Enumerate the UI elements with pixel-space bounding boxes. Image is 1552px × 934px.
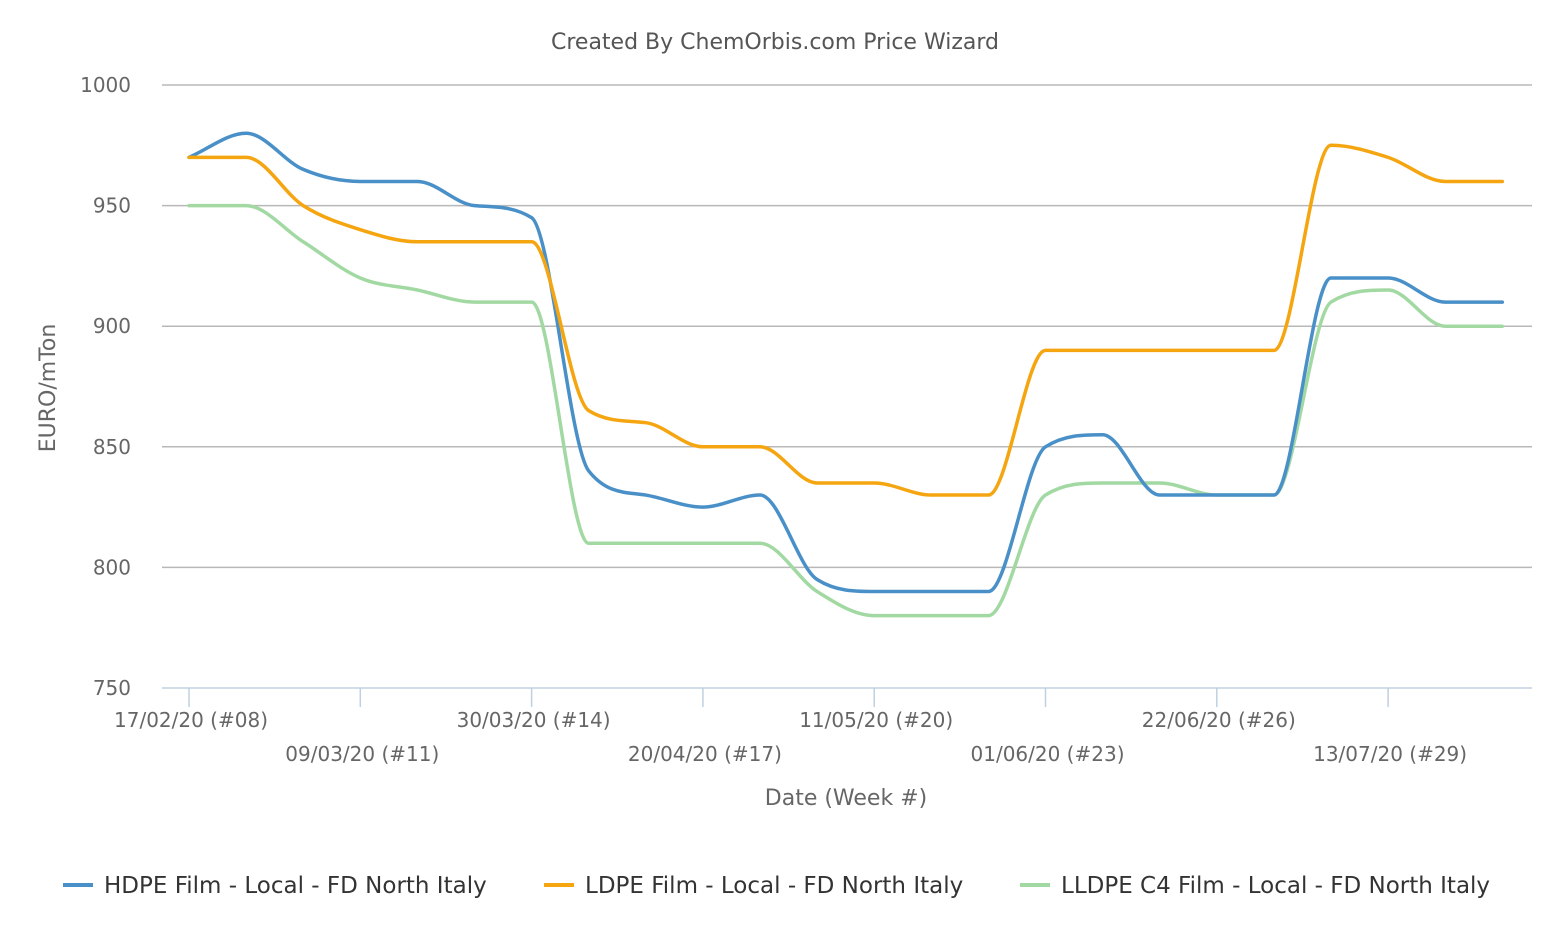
legend-item[interactable]: HDPE Film - Local - FD North Italy [63, 873, 487, 899]
x-tick-label: 09/03/20 (#11) [285, 742, 439, 766]
series-lines [187, 131, 1505, 618]
y-tick-label: 950 [93, 194, 131, 218]
series-line-3 [187, 203, 1505, 618]
series-line-2 [187, 143, 1505, 497]
x-axis-labels: 17/02/20 (#08) 09/03/20 (#11) 30/03/20 (#1… [114, 708, 1467, 766]
x-axis [162, 687, 1532, 707]
grid-lines [162, 84, 1532, 569]
y-tick-label: 900 [93, 314, 131, 338]
x-tick-label: 13/07/20 (#29) [1313, 742, 1467, 766]
x-tick-label: 17/02/20 (#08) [114, 708, 268, 732]
legend-item[interactable]: LLDPE C4 Film - Local - FD North Italy [1020, 873, 1490, 899]
chart-title: Created By ChemOrbis.com Price Wizard [551, 30, 999, 55]
legend-item[interactable]: LDPE Film - Local - FD North Italy [544, 873, 963, 899]
series-line-1 [187, 131, 1505, 594]
x-tick-label: 22/06/20 (#26) [1142, 708, 1296, 732]
x-tick-label: 11/05/20 (#20) [799, 708, 953, 732]
y-tick-label: 850 [93, 435, 131, 459]
x-axis-title: Date (Week #) [765, 786, 927, 811]
x-tick-label: 20/04/20 (#17) [628, 742, 782, 766]
x-tick-label: 01/06/20 (#23) [971, 742, 1125, 766]
y-tick-label: 800 [93, 555, 131, 579]
legend-label: HDPE Film - Local - FD North Italy [104, 873, 487, 899]
legend-label: LLDPE C4 Film - Local - FD North Italy [1061, 873, 1490, 899]
y-tick-label: 750 [93, 676, 131, 700]
x-tick-label: 30/03/20 (#14) [457, 708, 611, 732]
y-axis: 750 800 850 900 950 1000 [80, 73, 131, 700]
legend: HDPE Film - Local - FD North Italy LDPE F… [63, 873, 1490, 899]
y-tick-label: 1000 [80, 73, 131, 97]
legend-label: LDPE Film - Local - FD North Italy [585, 873, 963, 899]
y-axis-title: EURO/mTon [36, 324, 61, 453]
